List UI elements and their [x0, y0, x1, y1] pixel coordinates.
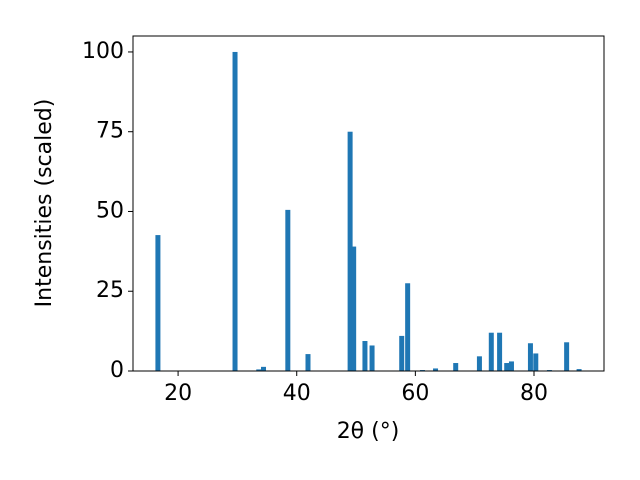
- bar: [527, 343, 533, 371]
- bar: [232, 51, 238, 371]
- x-tick-label: 80: [520, 381, 548, 406]
- bar: [399, 335, 405, 371]
- bar: [504, 363, 510, 371]
- bar: [405, 283, 411, 371]
- bar: [488, 332, 494, 371]
- bar: [369, 345, 375, 371]
- y-axis-label: Intensities (scaled): [32, 99, 57, 308]
- bar: [351, 246, 357, 371]
- bar: [576, 369, 582, 371]
- bar: [347, 131, 353, 371]
- bar: [497, 332, 503, 371]
- bar: [533, 353, 539, 371]
- y-tick-label: 100: [82, 39, 124, 64]
- y-tick-label: 25: [96, 278, 124, 303]
- bar: [261, 366, 267, 371]
- x-tick-label: 20: [164, 381, 192, 406]
- bar: [433, 368, 439, 371]
- bar: [155, 235, 161, 371]
- y-tick-label: 50: [96, 198, 124, 223]
- bar: [564, 342, 570, 371]
- x-axis-label: 2θ (°): [337, 419, 400, 444]
- bar: [453, 363, 459, 371]
- plot-frame: [132, 35, 605, 372]
- bar: [508, 361, 514, 371]
- y-tick-label: 0: [110, 358, 124, 383]
- y-tick-label: 75: [96, 119, 124, 144]
- bar: [476, 356, 482, 371]
- x-tick-label: 60: [401, 381, 429, 406]
- bar: [305, 354, 311, 371]
- x-tick-label: 40: [283, 381, 311, 406]
- bar: [285, 209, 291, 371]
- bar: [256, 369, 262, 371]
- bar: [362, 341, 368, 371]
